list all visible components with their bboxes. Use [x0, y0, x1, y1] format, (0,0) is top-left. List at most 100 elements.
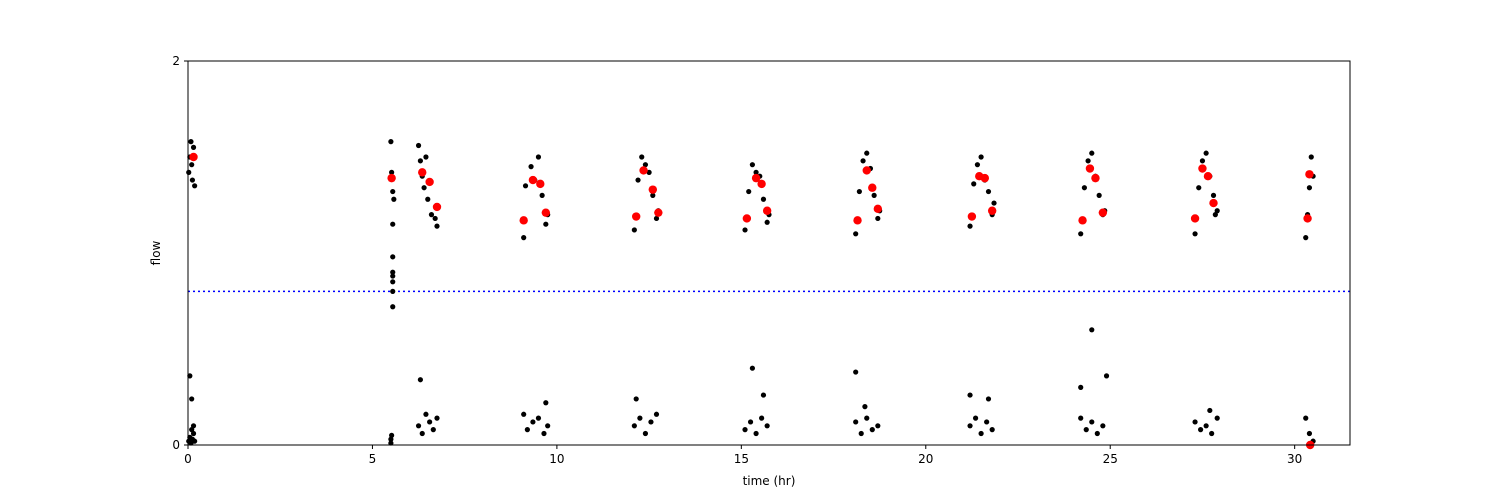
x-tick-label: 0 [184, 452, 192, 466]
raw-point [417, 158, 423, 164]
x-tick-label: 20 [918, 452, 933, 466]
raw-point [189, 396, 195, 402]
raw-point [978, 430, 984, 437]
raw-point [985, 396, 992, 402]
raw-point [967, 392, 973, 398]
raw-point [637, 415, 643, 421]
raw-point [1198, 427, 1204, 433]
raw-point [391, 196, 397, 202]
raw-point [1083, 427, 1089, 433]
summary-point [648, 185, 657, 194]
raw-point [978, 154, 984, 160]
raw-point [388, 139, 394, 145]
raw-point [388, 440, 394, 446]
raw-point [539, 192, 545, 198]
raw-point [648, 419, 654, 425]
raw-point [530, 419, 536, 425]
raw-point [1089, 327, 1095, 333]
raw-point [419, 430, 425, 437]
x-axis-label: time (hr) [743, 474, 796, 488]
summary-point [980, 173, 989, 183]
raw-point [1192, 419, 1198, 425]
raw-point [1081, 185, 1087, 191]
raw-point [1096, 192, 1102, 198]
summary-point [632, 212, 641, 221]
raw-point [646, 169, 652, 175]
raw-point [390, 221, 396, 227]
y-axis-ticks: 02 [172, 54, 188, 452]
raw-point [188, 139, 194, 145]
summary-point [742, 214, 752, 223]
raw-point [984, 419, 990, 425]
raw-point [642, 162, 649, 168]
raw-point [747, 419, 754, 425]
raw-point [760, 392, 767, 398]
raw-point [430, 427, 436, 433]
raw-point [421, 185, 427, 191]
raw-point [631, 423, 637, 429]
raw-point [390, 254, 396, 260]
summary-points-layer [189, 152, 1315, 450]
summary-point [541, 208, 551, 217]
raw-point [427, 419, 433, 425]
raw-point [423, 154, 429, 160]
summary-point [418, 168, 427, 177]
raw-point [749, 365, 756, 371]
summary-point [1198, 164, 1207, 173]
raw-point [1078, 384, 1084, 390]
raw-point [543, 400, 549, 406]
raw-point [875, 423, 881, 429]
raw-point [541, 430, 547, 437]
raw-point [390, 273, 396, 279]
raw-point [1209, 430, 1215, 437]
raw-point [972, 415, 979, 421]
raw-point [764, 219, 770, 225]
raw-point [1210, 192, 1217, 198]
raw-point [635, 177, 641, 183]
raw-point [1192, 231, 1198, 237]
raw-point [434, 223, 440, 229]
y-axis-label: flow [149, 240, 163, 265]
summary-point [751, 173, 761, 183]
raw-point [390, 188, 396, 195]
raw-point [415, 142, 422, 149]
raw-point [631, 227, 637, 233]
summary-point [862, 166, 871, 175]
summary-point [1098, 208, 1108, 217]
summary-point [868, 183, 877, 192]
x-tick-label: 25 [1103, 452, 1118, 466]
raw-point [746, 188, 752, 195]
summary-point [853, 216, 862, 225]
raw-point [425, 196, 431, 202]
raw-point [522, 183, 529, 189]
raw-point [524, 427, 530, 433]
raw-point [1306, 430, 1313, 437]
raw-point [853, 231, 859, 237]
summary-point [1303, 214, 1312, 223]
raw-point [1089, 419, 1095, 425]
raw-point [1089, 150, 1095, 156]
raw-point [423, 411, 429, 417]
raw-point [189, 162, 195, 168]
summary-point [1305, 170, 1314, 179]
raw-point [390, 279, 396, 285]
raw-point [388, 436, 394, 442]
raw-point [967, 423, 973, 429]
raw-point [1214, 208, 1220, 214]
raw-point [1094, 430, 1100, 437]
raw-point [862, 404, 868, 410]
raw-point [753, 430, 759, 437]
raw-point [1203, 423, 1209, 429]
summary-point [1190, 214, 1200, 223]
raw-point [535, 415, 542, 421]
summary-point [425, 177, 434, 187]
raw-point [642, 430, 649, 437]
summary-point [387, 173, 396, 183]
raw-point [653, 411, 660, 417]
summary-point [1091, 173, 1100, 183]
raw-point [521, 235, 527, 241]
raw-points-layer [186, 139, 1316, 446]
raw-point [971, 181, 977, 187]
